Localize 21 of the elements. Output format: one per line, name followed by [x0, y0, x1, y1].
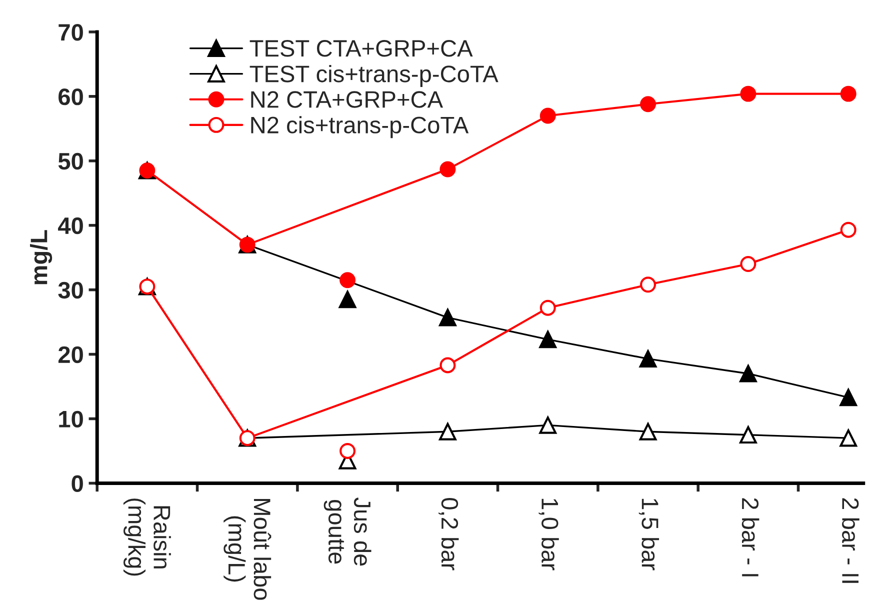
y-tick-label: 50: [58, 152, 83, 170]
y-tick-label: 30: [58, 282, 83, 299]
y-tick-label: 70: [58, 24, 83, 41]
y-axis-title: mg/L: [30, 230, 52, 284]
x-tick-label: Moût labo (mg/L): [224, 499, 272, 600]
x-tick-label: 1,0 bar: [538, 498, 559, 570]
x-tick-label: Raisin (mg/kg): [123, 498, 171, 576]
x-tick-label: 2 bar - II: [842, 498, 860, 583]
legend-label: TEST cis+trans-p-CoTA: [250, 64, 498, 87]
x-tick-label: 0,2 bar: [438, 498, 459, 570]
legend-label: N2 CTA+GRP+CA: [251, 91, 444, 108]
y-tick-label: 40: [58, 217, 83, 234]
legend-label: N2 cis+trans-p-CoTA: [251, 116, 469, 138]
x-tick-label: Jus de goutte: [324, 497, 372, 566]
x-tick-label: 2 bar - I: [742, 498, 760, 576]
legend-label: TEST CTA+GRP+CA: [250, 40, 473, 57]
x-tick-label: 1,5 bar: [638, 498, 660, 570]
y-tick-label: 10: [59, 410, 83, 428]
y-tick-label: 20: [58, 346, 83, 364]
y-tick-label: 0: [72, 475, 83, 492]
y-tick-label: 60: [58, 88, 83, 106]
